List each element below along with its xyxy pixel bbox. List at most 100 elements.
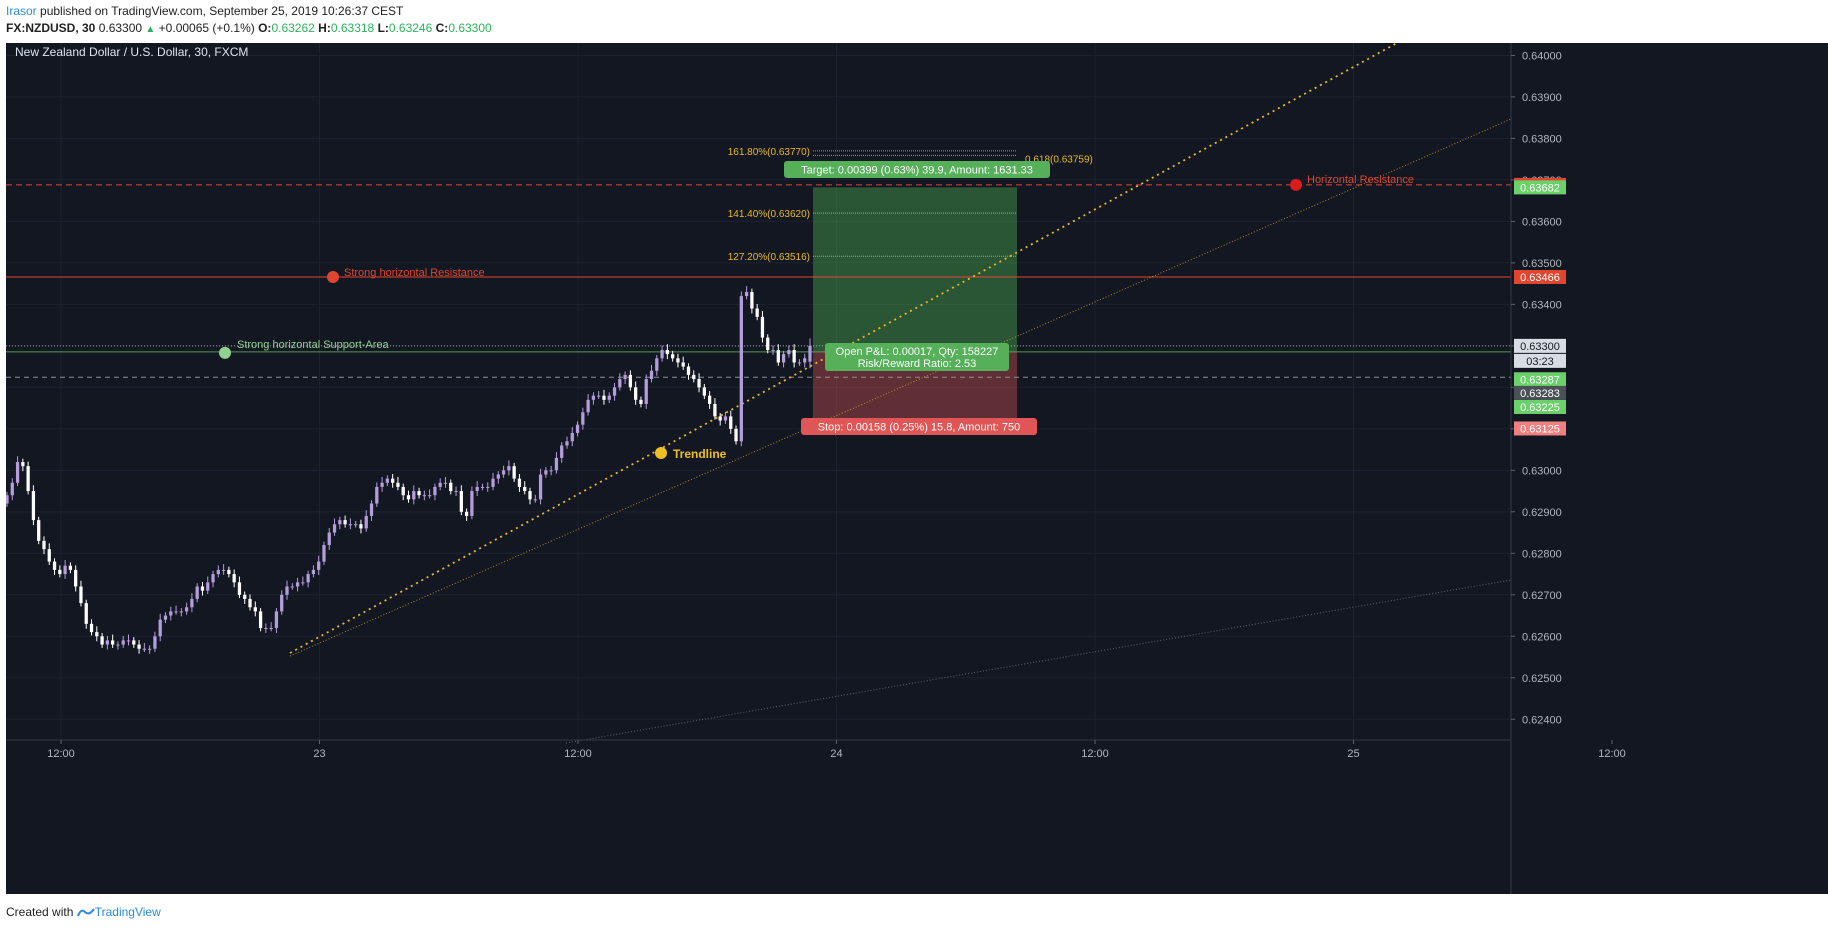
stop-box-text: Stop: 0.00158 (0.25%) 15.8, Amount: 750 [818, 422, 1020, 434]
price-label-bg [1514, 372, 1566, 387]
candle-body [480, 486, 485, 488]
price-label-text: 0.63283 [1520, 388, 1560, 400]
price-tick-label: 0.62600 [1522, 631, 1562, 643]
target-box-bg [784, 161, 1050, 178]
price-label-bg [1514, 353, 1566, 368]
time-tick-label: 12:00 [1081, 748, 1109, 760]
target-box-text: Target: 0.00399 (0.63%) 39.9, Amount: 16… [801, 165, 1033, 177]
fib-level-label: 141.40%(0.63620) [728, 209, 810, 220]
candle-body [412, 491, 416, 500]
pnl-box-bg [825, 343, 1009, 371]
candle-body [332, 524, 337, 533]
candle-body [385, 478, 390, 483]
candle-body [443, 482, 448, 484]
candle-body [422, 495, 426, 497]
time-tick-label: 12:00 [564, 748, 592, 760]
candle-body [206, 582, 210, 591]
time-tick-label: 25 [1347, 748, 1359, 760]
annotations: 161.80%(0.63770) 141.40%(0.63620) 127.20%(… [219, 147, 1414, 461]
candle-body [348, 524, 353, 526]
candle-body [639, 399, 643, 404]
candle-body [744, 291, 749, 297]
publish-info: Irasor published on TradingView.com, Sep… [6, 4, 403, 18]
candle-body [612, 387, 617, 396]
close-value: 0.63300 [448, 21, 492, 35]
candle-body [264, 627, 268, 629]
candle-body [148, 648, 152, 650]
chart-panel[interactable]: 161.80%(0.63770) 141.40%(0.63620) 127.20%(… [6, 43, 1828, 894]
candle-body [597, 395, 601, 397]
support-area-label: Strong horizontal Support-Area [237, 339, 390, 351]
target-zone [813, 187, 1017, 352]
trendline-label: Trendline [673, 447, 727, 461]
price-tick-label: 0.63800 [1522, 133, 1562, 145]
candle-body [295, 582, 300, 587]
open-value: 0.63262 [271, 21, 315, 35]
candle-body [618, 379, 622, 388]
candle-body [95, 632, 99, 637]
candle-body [354, 524, 358, 526]
price-label-bg [1514, 269, 1566, 284]
symbol-info-bar: FX:NZDUSD, 30 0.63300 ▲ +0.00065 (+0.1%)… [6, 21, 492, 35]
candle-body [311, 569, 316, 575]
candle-body [459, 491, 463, 512]
candle-body [253, 607, 257, 612]
candle-body [190, 598, 194, 608]
candle-body [100, 636, 104, 645]
candle-body [391, 478, 395, 483]
candle-body [491, 478, 495, 487]
candle-body [729, 416, 733, 429]
price-axis[interactable]: 0.62400 0.62500 0.62600 0.62700 0.62800 0.629… [1510, 43, 1828, 894]
candle-body [47, 549, 51, 562]
stop-box-bg [801, 418, 1037, 435]
candle-body [26, 466, 30, 492]
candle-body [6, 495, 9, 504]
candle-body [274, 611, 279, 628]
open-label: O: [258, 21, 272, 35]
candle-body [449, 482, 453, 492]
price-tick-label: 0.63400 [1522, 299, 1562, 311]
candle-body [655, 358, 659, 371]
candle-body [380, 482, 384, 487]
candle-body [322, 545, 326, 562]
candle-body [153, 636, 157, 649]
author-link[interactable]: Irasor [6, 4, 37, 18]
candle-body [523, 486, 527, 492]
candle-body [137, 644, 141, 649]
tradingview-link[interactable]: TradingView [94, 905, 161, 919]
price-label-text: 0.63287 [1520, 374, 1560, 386]
candle-body [126, 640, 131, 642]
price-tick-label: 0.62700 [1522, 590, 1562, 602]
tradingview-logo-icon [76, 906, 95, 918]
time-axis[interactable]: 12:002312:002412:002512:002612:002712:00… [6, 739, 1828, 760]
close-label: C: [435, 21, 449, 35]
candle-body [591, 395, 596, 400]
candle-body [200, 586, 205, 591]
position-zones [813, 187, 1017, 419]
candle-body [438, 482, 442, 487]
candle-body [401, 486, 405, 496]
candle-body [132, 640, 136, 645]
candle-body [671, 354, 675, 359]
candle-body [317, 561, 321, 570]
candle-body [237, 582, 242, 595]
price-chart[interactable]: 161.80%(0.63770) 141.40%(0.63620) 127.20%(… [6, 43, 1828, 894]
price-tick-label: 0.63900 [1522, 92, 1562, 104]
price-label-text: 03:23 [1526, 356, 1554, 368]
candle-body [184, 607, 189, 612]
candle-body [10, 482, 14, 496]
candle-body [665, 350, 669, 355]
symbol-name: FX:NZDUSD, 30 [6, 21, 96, 35]
candle-body [121, 640, 125, 645]
candle-body [771, 350, 775, 352]
candle-body [544, 470, 548, 475]
time-tick-label: 23 [313, 748, 325, 760]
time-tick-label: 12:00 [47, 748, 75, 760]
candle-body [343, 520, 347, 525]
price-label-bg [1514, 180, 1566, 195]
candle-body [787, 350, 791, 355]
candle-body [21, 462, 25, 467]
candle-body [496, 474, 500, 479]
price-label-text: 0.63300 [1520, 341, 1560, 353]
candles [6, 286, 812, 654]
